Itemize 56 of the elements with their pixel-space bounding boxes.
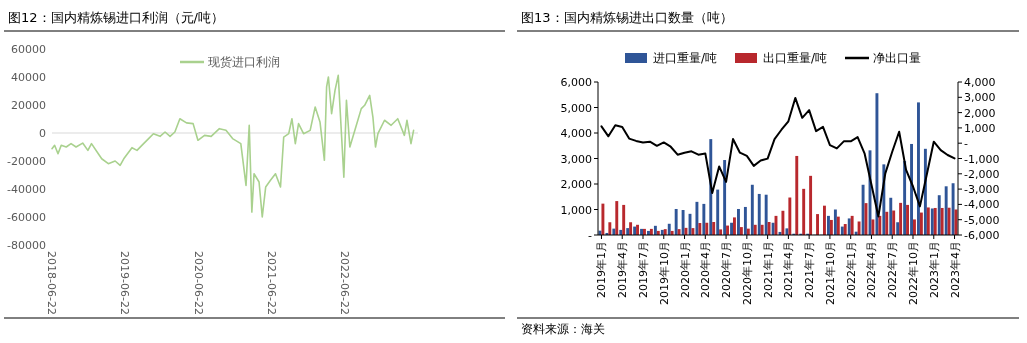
- x-tick-label: 2022年1月: [844, 241, 858, 298]
- y2-tick-label: -3,000: [964, 183, 1000, 197]
- y-tick-label: 60000: [11, 43, 46, 56]
- x-tick-label: 2021-06-22: [264, 251, 278, 315]
- legend-label: 现货进口利润: [208, 55, 280, 69]
- y-tick-label: 5,000: [560, 101, 592, 115]
- x-tick-label: 2019年1月: [595, 241, 609, 298]
- x-tick-label: 2022-06-22: [337, 251, 351, 315]
- x-tick-label: 2022年7月: [886, 241, 900, 298]
- y2-tick-label: -: [964, 137, 968, 151]
- x-tick-label: 2018-06-22: [45, 251, 58, 315]
- y2-tick-label: 3,000: [964, 91, 996, 105]
- x-tick-label: 2019年4月: [616, 241, 630, 298]
- y2-tick-label: 2,000: [964, 106, 996, 120]
- legend-label: 净出口量: [873, 51, 921, 65]
- y-tick-label: -20000: [7, 155, 46, 168]
- y-tick-label: 6,000: [560, 76, 592, 89]
- y-tick-label: 2,000: [560, 178, 592, 191]
- x-tick-label: 2019-06-22: [118, 251, 132, 315]
- chart-title: 图13：国内精炼锡进出口数量（吨）: [521, 10, 733, 25]
- x-tick-label: 2019年7月: [637, 241, 650, 298]
- legend-label: 进口重量/吨: [653, 51, 718, 65]
- y2-tick-label: -6,000: [964, 229, 1000, 242]
- x-tick-label: 2020年10月: [740, 241, 754, 305]
- y2-tick-label: -5,000: [964, 213, 1000, 227]
- x-tick-label: 2021年7月: [803, 241, 817, 298]
- x-tick-label: 2020-06-22: [191, 251, 205, 315]
- y2-tick-label: -4,000: [964, 198, 1000, 212]
- y-tick-label: -: [588, 229, 593, 242]
- y2-tick-label: 4,000: [964, 76, 996, 89]
- x-tick-label: 2023年1月: [927, 241, 941, 298]
- x-tick-label: 2022年10月: [907, 241, 920, 305]
- y2-tick-label: -2,000: [964, 167, 1000, 181]
- x-tick-label: 2021年4月: [782, 241, 796, 298]
- y-tick-label: 40000: [11, 71, 46, 84]
- y-tick-label: -80000: [7, 239, 46, 252]
- y-tick-label: 4,000: [560, 127, 592, 140]
- x-tick-label: 2020年4月: [699, 241, 713, 298]
- y-tick-label: 1,000: [560, 203, 592, 217]
- y-tick-label: 20000: [11, 99, 46, 112]
- x-tick-label: 2023年4月: [948, 241, 962, 298]
- chart-title: 图12：国内精炼锡进口利润（元/吨）: [8, 10, 224, 25]
- x-tick-label: 2020年1月: [678, 241, 692, 298]
- y-tick-label: -60000: [7, 211, 46, 224]
- y-tick-label: 3,000: [560, 152, 592, 166]
- x-tick-label: 2022年4月: [865, 241, 879, 298]
- x-tick-label: 2020年7月: [720, 241, 734, 298]
- x-tick-label: 2019年10月: [657, 241, 671, 305]
- x-tick-label: 2021年10月: [823, 241, 837, 305]
- x-tick-label: 2021年1月: [761, 241, 775, 298]
- y-tick-label: -40000: [7, 183, 46, 196]
- y2-tick-label: 1,000: [964, 121, 996, 135]
- y2-tick-label: -1,000: [964, 152, 1000, 166]
- y-tick-label: 0: [39, 127, 46, 140]
- text: 资料来源：海关: [521, 322, 605, 336]
- legend-label: 出口重量/吨: [763, 51, 828, 65]
